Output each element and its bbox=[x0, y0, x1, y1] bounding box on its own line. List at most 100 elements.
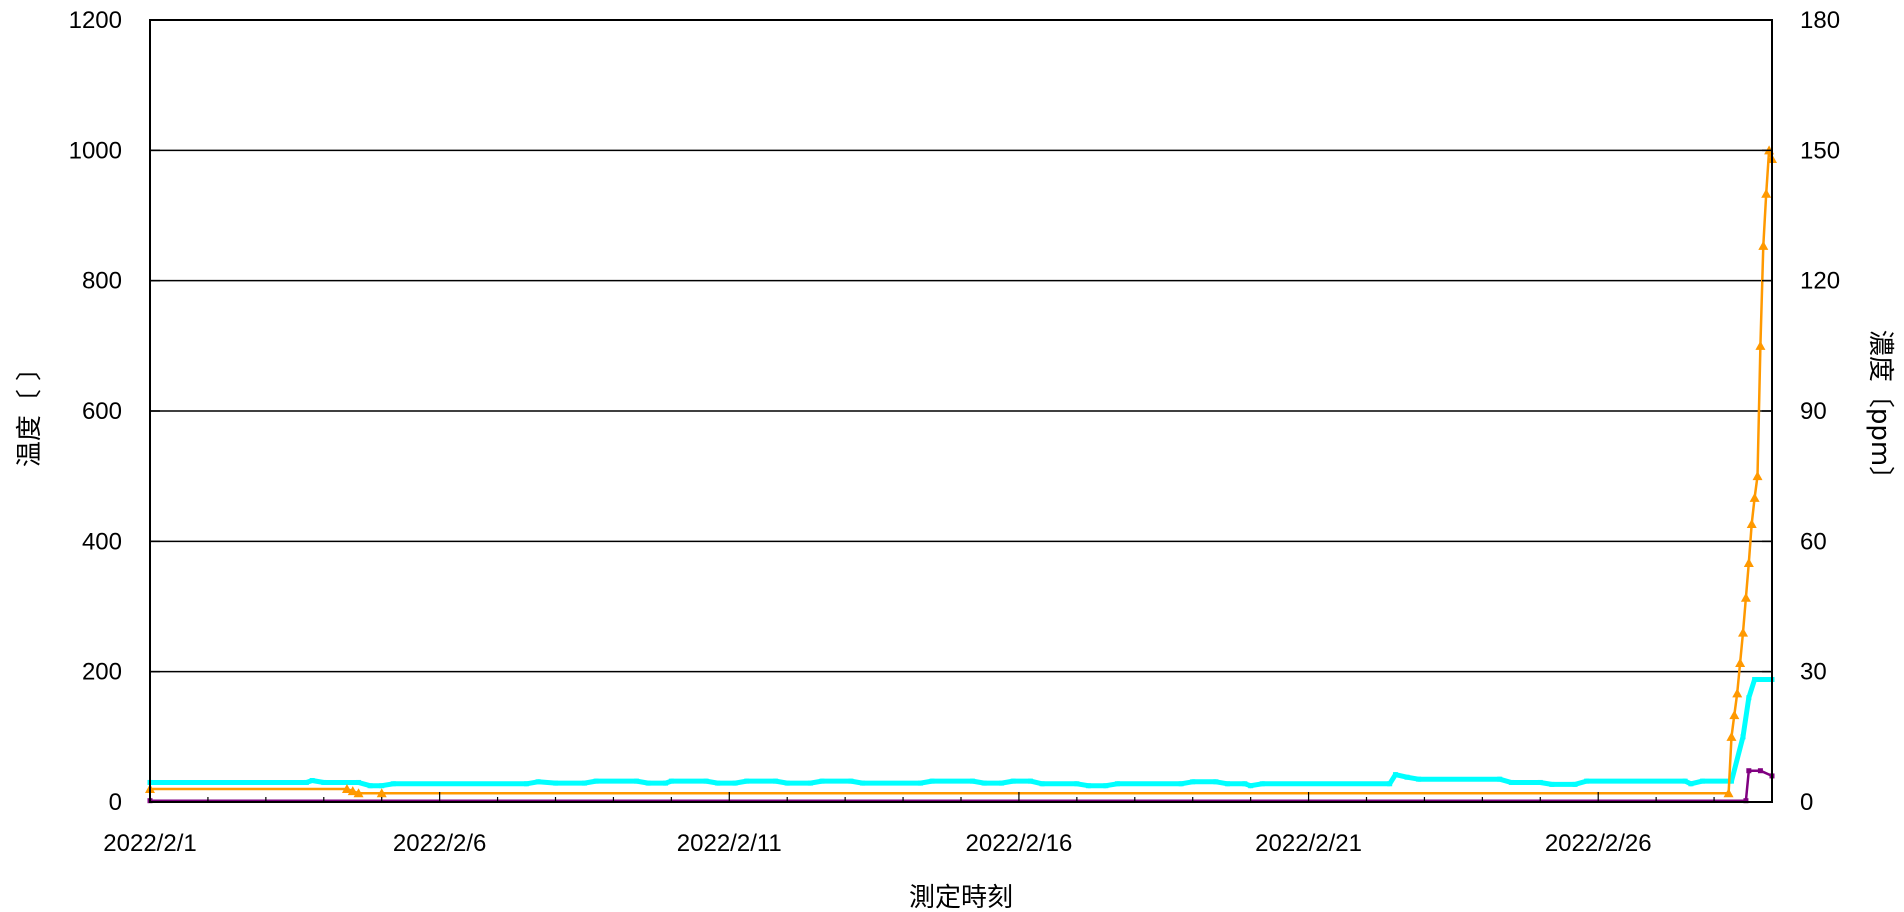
x-axis-label: 測定時刻 bbox=[909, 883, 1013, 912]
series-point-0 bbox=[744, 778, 750, 784]
series-point-1 bbox=[353, 788, 364, 798]
grid-lines bbox=[150, 149, 1772, 673]
y-left-tick-label: 1000 bbox=[69, 137, 122, 164]
series-point-0 bbox=[524, 781, 530, 787]
series-point-0 bbox=[1572, 781, 1578, 787]
series-point-0 bbox=[1404, 774, 1410, 780]
series-point-1 bbox=[1735, 657, 1746, 667]
x-tick-label: 2022/2/1 bbox=[103, 830, 196, 857]
series-point-0 bbox=[1028, 778, 1034, 784]
series-point-0 bbox=[593, 778, 599, 784]
y-right-axis-label: 濃度〔ppm〕 bbox=[1865, 330, 1895, 492]
y-left-tick-label: 600 bbox=[82, 398, 122, 425]
series-point-0 bbox=[819, 778, 825, 784]
x-tick-label: 2022/2/16 bbox=[966, 830, 1073, 857]
series-point-0 bbox=[999, 780, 1005, 786]
axis-ticks bbox=[149, 19, 1773, 803]
series-point-1 bbox=[1732, 688, 1743, 698]
series-point-0 bbox=[1114, 781, 1120, 787]
series-point-0 bbox=[929, 778, 935, 784]
series-point-0 bbox=[1508, 779, 1514, 785]
series-point-0 bbox=[715, 780, 721, 786]
series-group bbox=[145, 145, 1777, 804]
series-point-0 bbox=[1699, 778, 1705, 784]
series-point-1 bbox=[1749, 492, 1760, 502]
series-point-0 bbox=[1416, 776, 1422, 782]
y-left-tick-label: 200 bbox=[82, 659, 122, 686]
series-point-0 bbox=[981, 780, 987, 786]
series-line-1 bbox=[150, 149, 1774, 795]
y-right-tick-label: 0 bbox=[1800, 789, 1813, 816]
series-point-0 bbox=[1688, 781, 1694, 787]
series-point-0 bbox=[1074, 781, 1080, 787]
series-point-0 bbox=[668, 778, 674, 784]
y-right-tick-label: 180 bbox=[1800, 7, 1840, 34]
series-point-0 bbox=[1242, 781, 1248, 787]
series-point-0 bbox=[860, 780, 866, 786]
series-point-0 bbox=[1537, 779, 1543, 785]
series-point-1 bbox=[347, 786, 358, 796]
series-point-0 bbox=[390, 781, 396, 787]
series-point-0 bbox=[309, 777, 315, 783]
series-point-1 bbox=[376, 788, 387, 798]
y-right-tick-label: 90 bbox=[1800, 398, 1827, 425]
series-point-1 bbox=[1746, 518, 1757, 528]
series-point-0 bbox=[634, 778, 640, 784]
series-point-1 bbox=[1743, 558, 1754, 568]
series-point-0 bbox=[379, 783, 385, 789]
series-point-1 bbox=[1758, 240, 1769, 250]
series-point-0 bbox=[970, 778, 976, 784]
y-right-tick-label: 120 bbox=[1800, 268, 1840, 295]
series-point-0 bbox=[1178, 781, 1184, 787]
x-tick-label: 2022/2/21 bbox=[1255, 830, 1362, 857]
series-point-0 bbox=[645, 780, 651, 786]
series-point-0 bbox=[848, 778, 854, 784]
series-point-0 bbox=[1224, 781, 1230, 787]
series-line-0 bbox=[150, 677, 1772, 789]
x-tick-label: 2022/2/11 bbox=[677, 830, 782, 857]
series-point-1 bbox=[1729, 710, 1740, 720]
series-point-0 bbox=[535, 779, 541, 785]
series-point-1 bbox=[1755, 340, 1766, 350]
series-point-0 bbox=[784, 780, 790, 786]
series-point-1 bbox=[1752, 471, 1763, 481]
series-point-0 bbox=[1728, 778, 1734, 784]
series-point-1 bbox=[1761, 188, 1772, 198]
series-point-0 bbox=[356, 779, 362, 785]
series-point-0 bbox=[1497, 776, 1503, 782]
series-point-0 bbox=[1213, 779, 1219, 785]
series-point-0 bbox=[581, 780, 587, 786]
series-point-2 bbox=[1746, 768, 1752, 774]
series-point-0 bbox=[703, 778, 709, 784]
series-point-1 bbox=[341, 783, 352, 793]
series-point-0 bbox=[1392, 772, 1398, 778]
series-point-2 bbox=[1743, 798, 1749, 804]
y-right-tick-label: 30 bbox=[1800, 659, 1827, 686]
tick-labels: 0 200 400 600 800 1000 1200 0 30 60 90 120 150 180 202… bbox=[69, 7, 1840, 857]
series-point-0 bbox=[303, 779, 309, 785]
series-point-0 bbox=[1190, 779, 1196, 785]
series-point-0 bbox=[553, 780, 558, 786]
x-tick-label: 2022/2/6 bbox=[393, 830, 486, 857]
series-point-0 bbox=[1387, 781, 1393, 787]
y-left-tick-label: 1200 bbox=[69, 7, 122, 34]
series-point-2 bbox=[1757, 768, 1763, 774]
y-left-tick-label: 800 bbox=[82, 268, 122, 295]
series-point-1 bbox=[1723, 788, 1734, 798]
series-point-0 bbox=[1549, 781, 1555, 787]
series-point-0 bbox=[1740, 734, 1746, 740]
series-point-0 bbox=[1752, 676, 1758, 682]
series-point-0 bbox=[1039, 781, 1045, 787]
series-point-0 bbox=[773, 778, 779, 784]
series-point-1 bbox=[1740, 592, 1751, 602]
series-point-0 bbox=[807, 780, 813, 786]
y-left-tick-label: 400 bbox=[82, 528, 122, 555]
y-left-tick-label: 0 bbox=[109, 789, 122, 816]
series-point-0 bbox=[1010, 778, 1016, 784]
series-point-0 bbox=[1584, 778, 1590, 784]
series-point-0 bbox=[367, 783, 373, 789]
series-point-1 bbox=[1726, 731, 1737, 741]
series-point-0 bbox=[1085, 783, 1091, 789]
series-point-0 bbox=[1259, 781, 1265, 787]
